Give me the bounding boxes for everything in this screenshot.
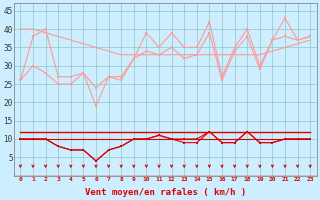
X-axis label: Vent moyen/en rafales ( km/h ): Vent moyen/en rafales ( km/h ) (85, 188, 246, 197)
